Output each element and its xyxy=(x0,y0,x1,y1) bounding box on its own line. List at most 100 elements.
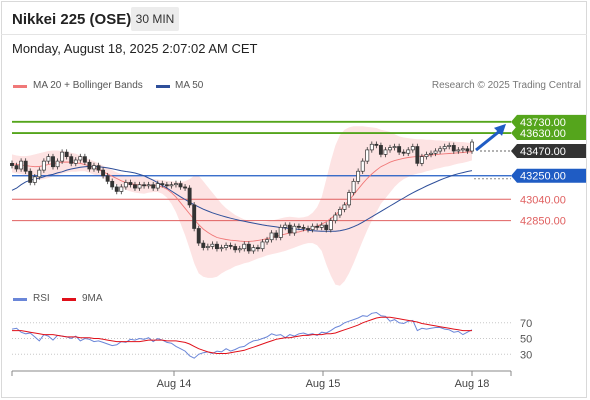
candle-body xyxy=(187,187,192,206)
candle-body xyxy=(460,148,465,151)
resistance-bg xyxy=(511,126,586,141)
candle-body xyxy=(14,165,19,170)
candle-body xyxy=(215,243,219,250)
candle-body xyxy=(419,156,424,164)
candle-body xyxy=(246,243,251,252)
candle-body xyxy=(64,151,69,157)
candle-body xyxy=(19,160,24,170)
candle-body xyxy=(333,214,338,221)
bollinger-band-fill xyxy=(12,126,472,286)
candle-body xyxy=(360,160,365,172)
pivot-label: 43250.00 xyxy=(520,171,566,183)
candle-body xyxy=(23,160,28,172)
candle-body xyxy=(342,204,347,210)
candle-body xyxy=(205,246,210,248)
candle-body xyxy=(192,204,197,229)
candle-body xyxy=(73,159,78,164)
candle-body xyxy=(219,247,224,250)
forecast-arrow-shaft xyxy=(475,129,501,152)
candle-body xyxy=(174,183,178,186)
ma50-legend-label: MA 50 xyxy=(175,80,204,91)
candle-body xyxy=(105,175,110,182)
candle-body xyxy=(146,184,151,187)
candle-body xyxy=(51,156,55,168)
x-tick-label: Aug 15 xyxy=(306,378,341,390)
support-label: 42850.00 xyxy=(520,216,566,228)
candle-body xyxy=(251,247,256,252)
candle-body xyxy=(60,151,65,162)
candle-body xyxy=(374,143,379,146)
forecast-arrow-head xyxy=(494,123,506,136)
ma50-legend-swatch xyxy=(156,85,170,88)
bb-legend-swatch xyxy=(13,85,27,88)
candle-body xyxy=(260,241,265,250)
candle-body xyxy=(287,224,292,234)
candle-body xyxy=(356,170,361,182)
candle-body xyxy=(210,243,215,247)
candle-body xyxy=(96,165,101,171)
candle-body xyxy=(347,192,351,206)
candle-body xyxy=(128,182,133,186)
copyright-text: Research © 2025 Trading Central xyxy=(431,80,581,91)
candle-body xyxy=(438,148,443,152)
candle-body xyxy=(28,170,33,183)
candle-body xyxy=(151,184,156,189)
candle-body xyxy=(283,224,288,228)
candle-body xyxy=(392,146,397,148)
candle-body xyxy=(433,150,438,154)
candle-body xyxy=(388,147,392,151)
candle-body xyxy=(310,225,315,230)
candle-body xyxy=(410,146,415,151)
candle-body xyxy=(169,184,174,187)
candle-body xyxy=(183,186,188,189)
candle-body xyxy=(69,156,74,164)
chart-header: Nikkei 225 (OSE) 30 MIN xyxy=(1,1,587,35)
bb-legend-label: MA 20 + Bollinger Bands xyxy=(33,80,143,91)
candle-body xyxy=(315,225,320,228)
candle-body xyxy=(137,184,142,189)
candle-body xyxy=(429,152,433,155)
candle-body xyxy=(328,220,333,230)
candle-body xyxy=(447,145,452,147)
candle-body xyxy=(470,141,474,152)
candle-body xyxy=(92,165,96,170)
candle-body xyxy=(242,243,247,250)
candle-body xyxy=(406,149,411,154)
candle-body xyxy=(78,156,83,161)
candle-body xyxy=(369,143,374,151)
last-bg xyxy=(511,144,586,159)
rsi-legend-swatch xyxy=(13,298,27,301)
candle-body xyxy=(301,227,306,229)
candle-body xyxy=(32,176,37,183)
resistance-label: 43730.00 xyxy=(520,117,566,129)
candle-body xyxy=(119,186,124,192)
ma9-legend-swatch xyxy=(62,298,76,301)
candle-body xyxy=(397,146,402,153)
candle-body xyxy=(378,145,383,155)
candle-body xyxy=(41,160,46,171)
candle-body xyxy=(278,227,283,238)
last-label: 43470.00 xyxy=(520,146,566,158)
candle-body xyxy=(274,232,279,238)
candle-body xyxy=(415,146,420,164)
candle-body xyxy=(401,151,406,154)
candle-body xyxy=(456,149,461,152)
candle-body xyxy=(164,184,169,187)
timeframe-button[interactable]: 30 MIN xyxy=(131,7,179,31)
candle-body xyxy=(178,183,183,188)
instrument-title: Nikkei 225 (OSE) xyxy=(12,11,132,28)
candle-body xyxy=(306,228,310,230)
pivot-bg xyxy=(511,168,586,183)
candle-body xyxy=(123,182,128,188)
x-tick-label: Aug 18 xyxy=(455,378,490,390)
candle-body xyxy=(46,156,51,162)
candle-body xyxy=(296,225,301,228)
candle-body xyxy=(155,183,160,189)
candle-body xyxy=(292,225,297,234)
candle-body xyxy=(233,246,238,251)
candle-body xyxy=(319,224,324,228)
candles-group xyxy=(10,139,474,254)
candle-body xyxy=(424,154,429,157)
